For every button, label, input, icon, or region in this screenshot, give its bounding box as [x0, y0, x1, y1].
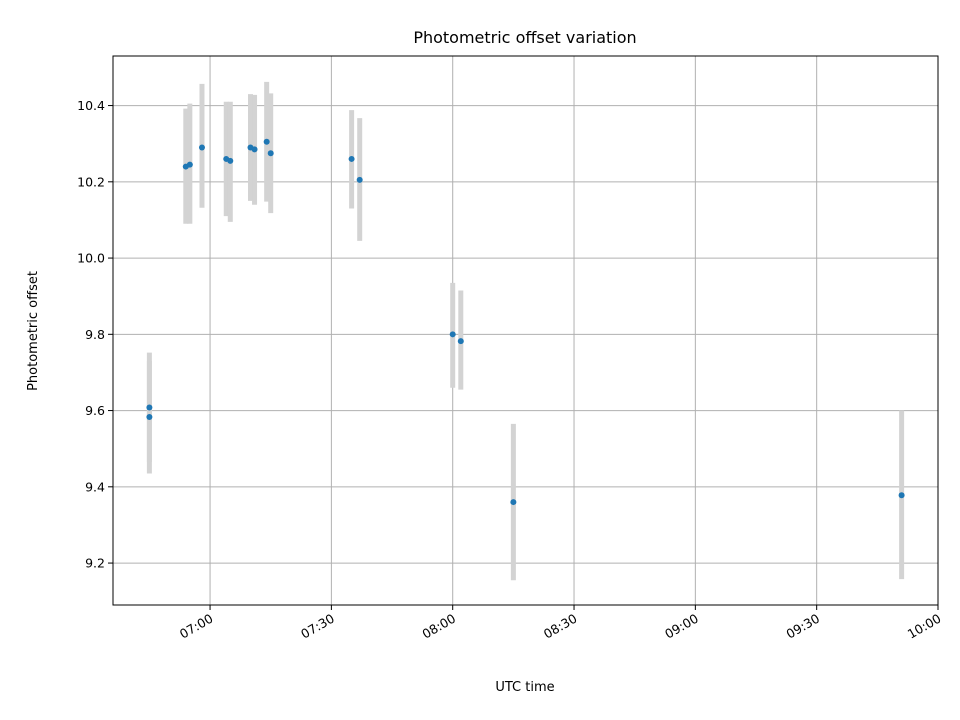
x-tick-label: 10:00 — [905, 611, 944, 642]
x-tick-label: 07:00 — [177, 611, 216, 642]
data-point — [898, 492, 905, 499]
x-tick-label: 09:30 — [783, 611, 822, 642]
data-point — [146, 404, 153, 411]
error-bars — [146, 81, 905, 581]
y-tick-label: 9.4 — [85, 479, 105, 494]
data-point — [510, 499, 517, 506]
y-tick-label: 9.2 — [85, 556, 105, 571]
data-point — [263, 138, 270, 145]
x-tick-label: 08:00 — [420, 611, 459, 642]
chart-title: Photometric offset variation — [413, 28, 636, 47]
x-tick-label: 09:00 — [662, 611, 701, 642]
data-point — [356, 176, 363, 183]
y-tick-label: 9.6 — [85, 403, 105, 418]
x-tick-label: 07:30 — [298, 611, 337, 642]
data-points — [146, 138, 905, 506]
x-tick-label: 08:30 — [541, 611, 580, 642]
data-point — [146, 414, 153, 421]
data-point — [348, 155, 355, 162]
plot-frame — [112, 55, 939, 606]
data-point — [198, 144, 205, 151]
x-axis-label: UTC time — [495, 680, 554, 695]
data-point — [449, 331, 456, 338]
data-point — [457, 338, 464, 345]
data-point — [251, 146, 258, 153]
y-tick-label: 10.2 — [77, 174, 105, 189]
grid-lines — [113, 56, 939, 605]
data-point — [227, 157, 234, 164]
axis-ticks: 07:00 07:30 08:00 08:30 09:00 09:30 10:00 9.2 9.… — [77, 98, 943, 642]
data-point — [186, 161, 193, 168]
y-axis-label: Photometric offset — [26, 271, 41, 391]
y-tick-label: 10.4 — [77, 98, 105, 113]
data-point — [267, 150, 274, 157]
y-tick-label: 9.8 — [85, 327, 105, 342]
y-tick-label: 10.0 — [77, 251, 105, 266]
